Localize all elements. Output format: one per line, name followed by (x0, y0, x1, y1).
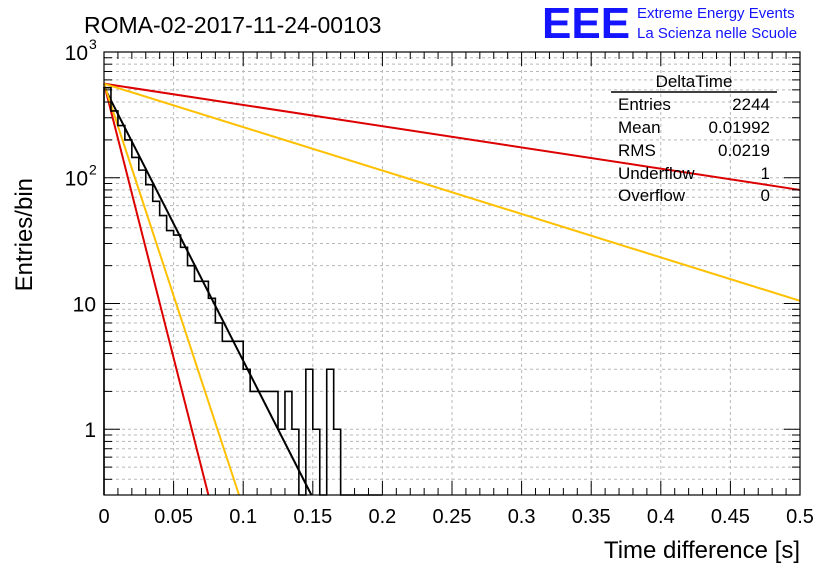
y-axis-label: Entries/bin (11, 178, 38, 291)
eee-logo: EEE (542, 0, 630, 48)
y-tick-label: 10 (73, 293, 96, 316)
y-tick-label: 10 (65, 168, 88, 191)
fit-line (103, 82, 801, 302)
stats-label-mean: Mean (618, 118, 661, 137)
stats-label-overflow: Overflow (618, 186, 686, 205)
x-tick-label: 0.25 (433, 506, 472, 528)
stats-value-rms: 0.0219 (718, 141, 770, 160)
x-tick-label: 0 (98, 506, 109, 528)
stats-label-underflow: Underflow (618, 164, 695, 183)
fit-line (103, 83, 210, 496)
x-tick-label: 0.4 (647, 506, 675, 528)
stats-value-overflow: 0 (761, 186, 770, 205)
logo-tagline-1: Extreme Energy Events (637, 5, 795, 22)
grid (104, 52, 800, 496)
stats-value-mean: 0.01992 (709, 118, 770, 137)
y-tick-label: 10 (65, 42, 88, 65)
logo-tagline-2: La Scienza nelle Scuole (637, 25, 797, 42)
y-tick-exponent: 3 (89, 36, 97, 52)
x-tick-label: 0.2 (368, 506, 396, 528)
x-tick-label: 0.05 (154, 506, 193, 528)
x-tick-label: 0.1 (229, 506, 257, 528)
x-tick-label: 0.45 (711, 506, 750, 528)
x-tick-label: 0.5 (786, 506, 814, 528)
stats-box: DeltaTime Entries 2244 Mean 0.01992 RMS … (611, 72, 777, 205)
y-tick-exponent: 2 (89, 162, 97, 178)
x-tick-label: 0.35 (572, 506, 611, 528)
fit-line (103, 83, 240, 496)
stats-value-entries: 2244 (732, 95, 770, 114)
stats-value-underflow: 1 (761, 164, 770, 183)
x-tick-label: 0.15 (293, 506, 332, 528)
stats-title: DeltaTime (656, 72, 733, 91)
chart-title: ROMA-02-2017-11-24-00103 (84, 12, 381, 38)
axis-ticks: 0 0.05 0.1 0.15 0.2 0.25 0.3 0.35 0.4 0.45 0.51101… (65, 36, 814, 528)
stats-label-rms: RMS (618, 141, 656, 160)
x-tick-label: 0.3 (508, 506, 536, 528)
y-tick-label: 1 (84, 419, 96, 442)
x-axis-label: Time difference [s] (604, 537, 800, 564)
stats-label-entries: Entries (618, 95, 671, 114)
fit-line (103, 82, 801, 191)
plot-curves (103, 82, 801, 496)
